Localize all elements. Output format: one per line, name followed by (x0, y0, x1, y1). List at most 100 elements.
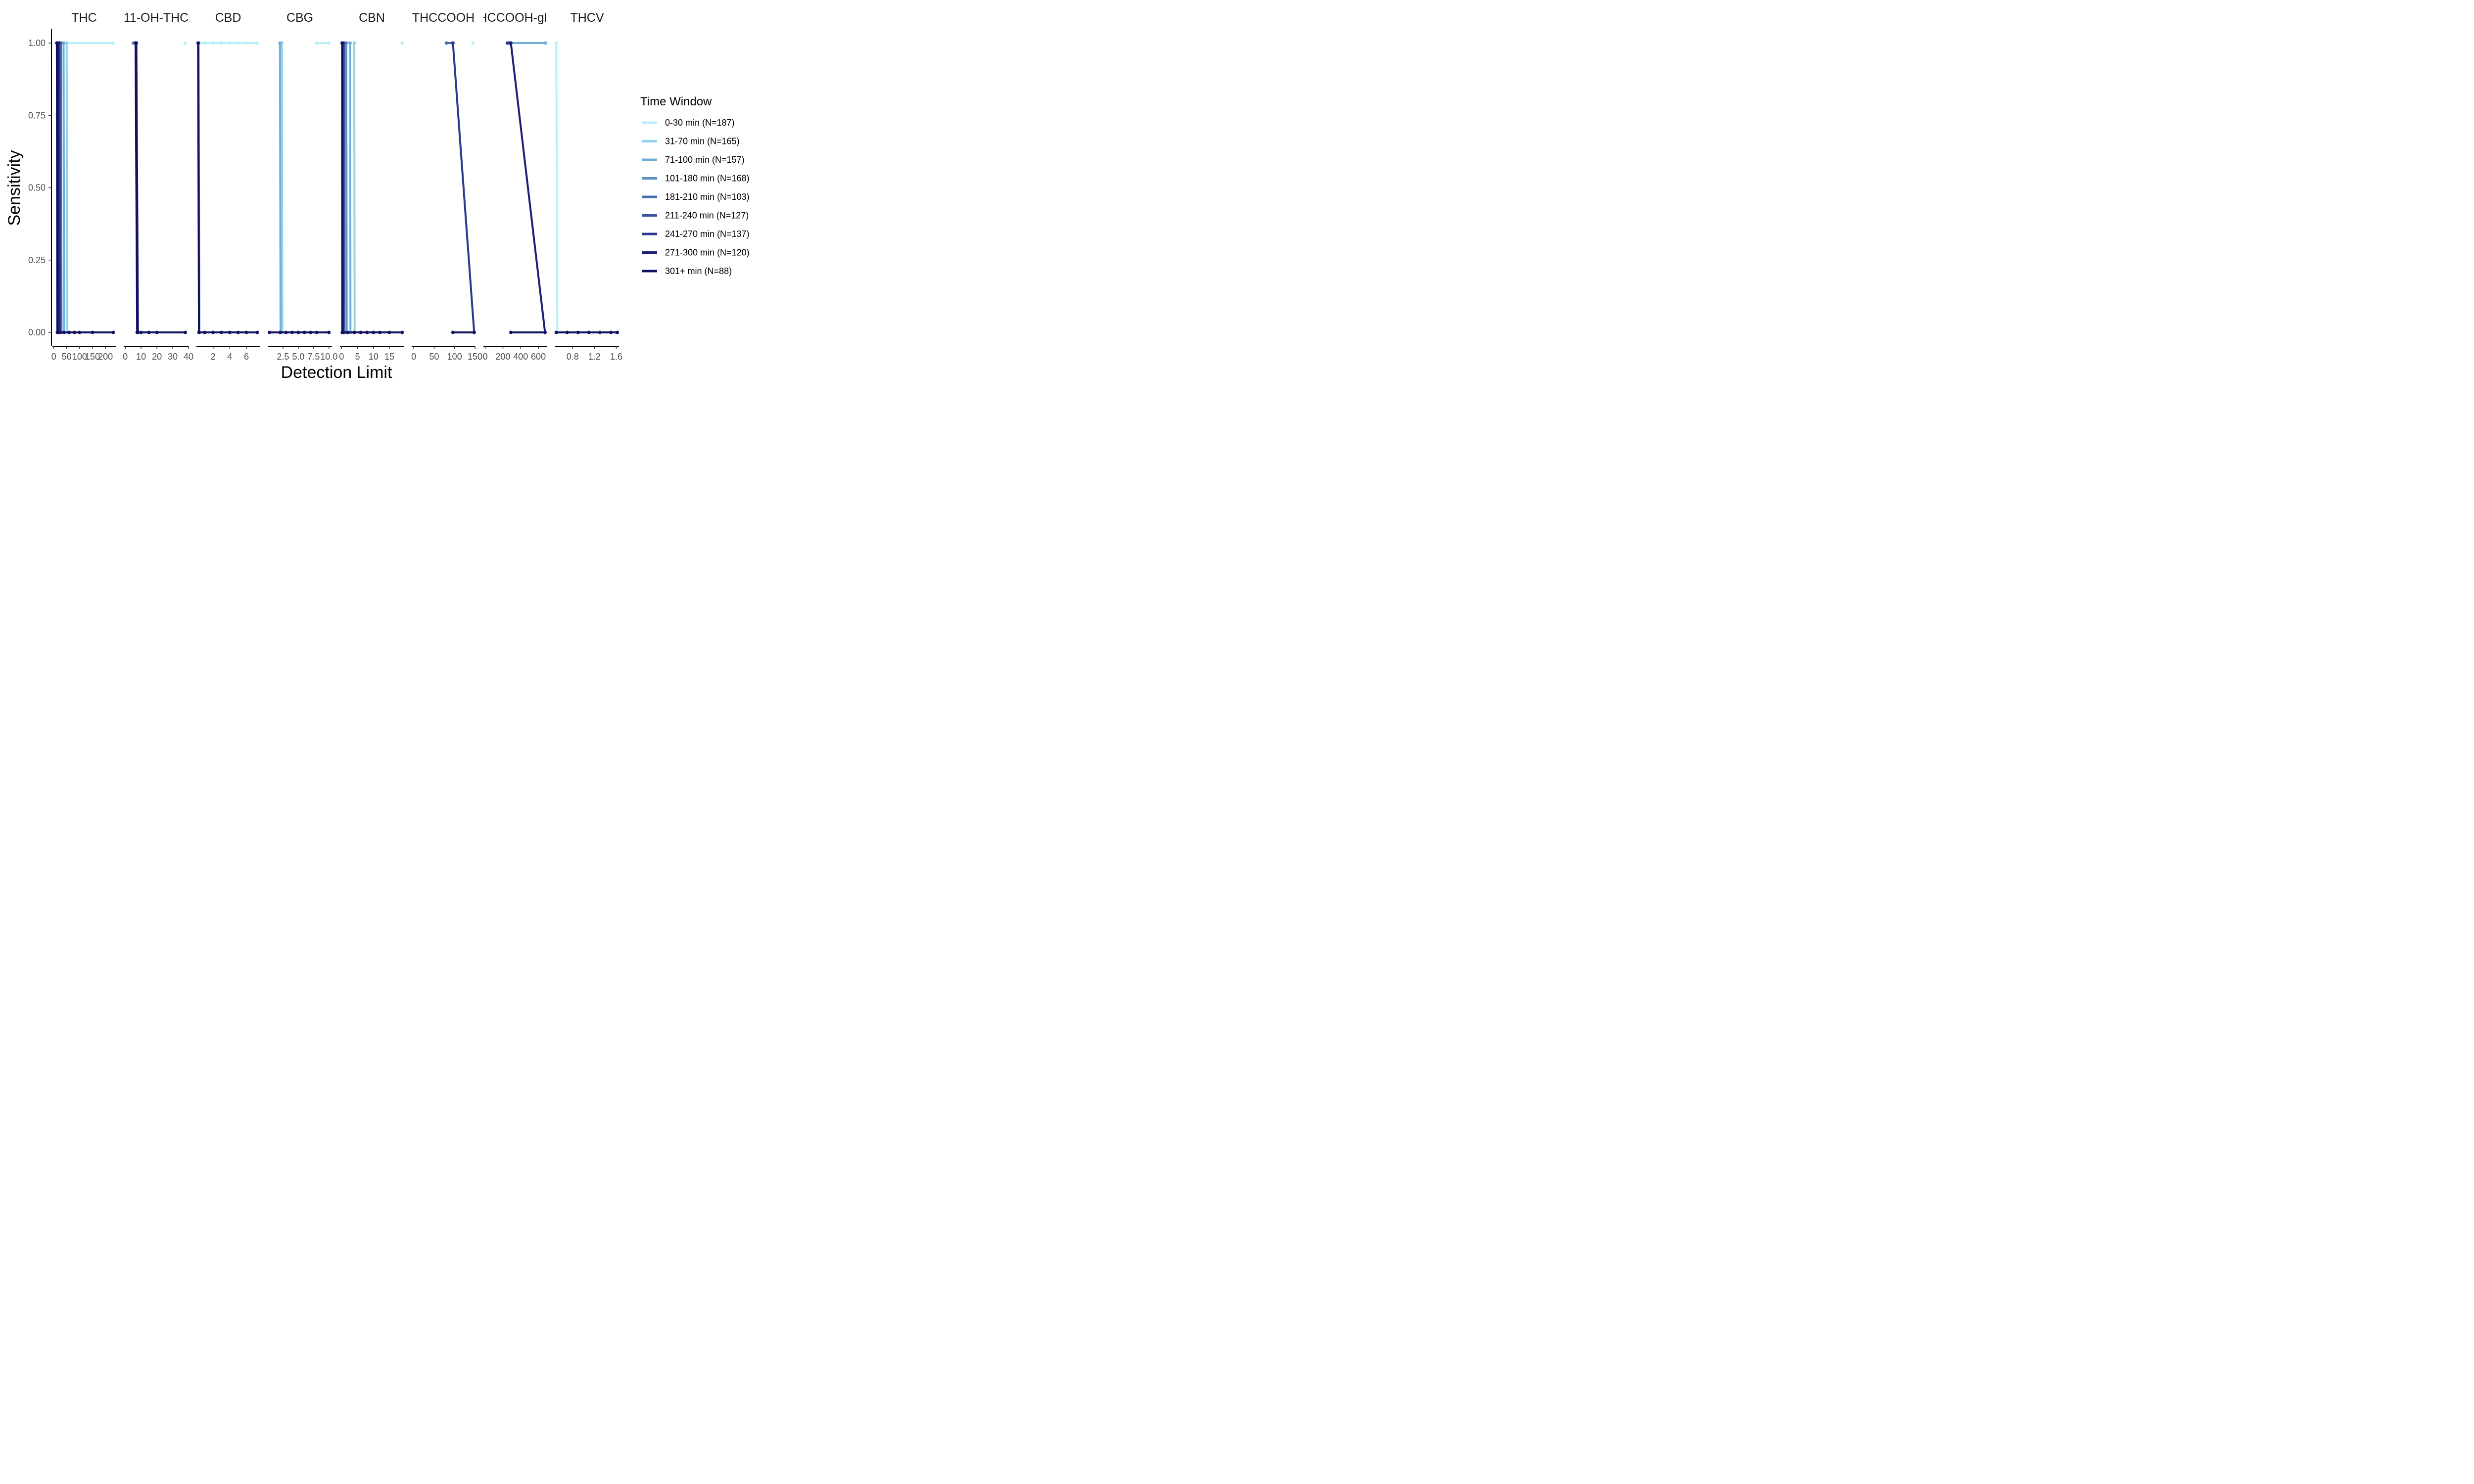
data-point (268, 330, 272, 334)
series-8 (55, 41, 115, 334)
data-point (203, 41, 207, 45)
legend-entry: 211-240 min (N=127) (642, 211, 749, 221)
data-point (296, 330, 300, 334)
x-tick-label: 6 (244, 352, 249, 362)
legend-label: 71-100 min (N=157) (665, 155, 745, 165)
data-point (244, 41, 248, 45)
data-point (290, 330, 294, 334)
panel-cbn: CBN 0 5 10 15 (339, 11, 404, 362)
data-point (228, 41, 232, 45)
legend-label: 181-210 min (N=103) (665, 192, 750, 202)
data-point (211, 41, 215, 45)
data-point (340, 330, 344, 334)
x-tick-label: 15 (384, 352, 394, 362)
series-0 (471, 41, 475, 45)
data-point (67, 330, 71, 334)
strip-title: CBN (359, 11, 385, 25)
y-tick-label: 0.50 (28, 183, 46, 193)
series-8 (134, 41, 188, 334)
data-point (451, 330, 455, 334)
legend-entry: 241-270 min (N=137) (642, 229, 750, 239)
series-6 (451, 41, 476, 334)
data-point (309, 330, 313, 334)
series-line (281, 43, 284, 333)
series-line (353, 43, 356, 333)
panel-cbg: CBG 2.5 5.0 7.5 10.0 (268, 11, 337, 362)
strip-title: THCCOOH-gluc (471, 11, 560, 25)
panel-thcv: THCV 0.8 1.2 1.6 (554, 11, 622, 362)
data-point (378, 330, 382, 334)
data-point (554, 41, 558, 45)
data-point (327, 41, 331, 45)
series-7 (509, 41, 547, 334)
data-point (609, 330, 613, 334)
data-point (400, 41, 404, 45)
data-point (197, 330, 201, 334)
data-point (78, 330, 82, 334)
series-0 (315, 41, 331, 45)
x-tick-label: 0 (123, 352, 128, 362)
data-point (554, 330, 558, 334)
series-0 (400, 41, 404, 45)
legend-title: Time Window (640, 95, 712, 108)
x-tick-label: 30 (168, 352, 178, 362)
strip-title: THCCOOH (412, 11, 475, 25)
series-line (58, 43, 61, 333)
data-point (471, 41, 475, 45)
x-tick-label: 1.2 (588, 352, 601, 362)
data-point (236, 330, 240, 334)
y-tick-label: 0.00 (28, 327, 46, 337)
series-1 (352, 41, 357, 334)
series-line (55, 43, 113, 333)
x-tick-label: 10 (369, 352, 379, 362)
x-tick-label: 200 (495, 352, 510, 362)
legend: Time Window 0-30 min (N=187) 31-70 min (N… (640, 95, 750, 276)
x-tick-label: 600 (531, 352, 546, 362)
data-point (543, 330, 547, 334)
series-2 (508, 41, 547, 45)
y-tick-label: 0.25 (28, 255, 46, 265)
data-point (65, 41, 69, 45)
series-8 (451, 330, 476, 334)
y-axis: 0.00 0.25 0.50 0.75 1.00 (28, 29, 52, 346)
data-point (278, 330, 282, 334)
data-point (352, 330, 356, 334)
data-point (451, 41, 455, 45)
data-point (184, 330, 188, 334)
data-point (400, 330, 404, 334)
x-tick-label: 1.6 (610, 352, 622, 362)
x-axis-title: Detection Limit (281, 363, 392, 382)
series-line (510, 43, 546, 333)
data-point (543, 41, 547, 45)
data-point (134, 41, 138, 45)
data-point (196, 41, 200, 45)
x-tick-label: 0 (51, 352, 56, 362)
x-tick-label: 2 (211, 352, 216, 362)
x-tick-label: 0.8 (567, 352, 579, 362)
data-point (315, 41, 319, 45)
data-point (55, 330, 59, 334)
data-point (135, 330, 139, 334)
strip-title: CBD (215, 11, 241, 25)
series-line (197, 43, 257, 333)
data-point (244, 330, 248, 334)
series-line (345, 43, 348, 333)
panel-cbd: CBD 2 4 6 (196, 11, 260, 362)
legend-entry: 71-100 min (N=157) (642, 155, 745, 165)
x-tick-label: 100 (72, 352, 87, 362)
data-point (72, 330, 76, 334)
data-point (509, 330, 513, 334)
series-line (555, 43, 559, 333)
x-tick-label: 150 (468, 352, 482, 362)
series-8 (196, 41, 259, 334)
series-line (349, 43, 352, 333)
data-point (278, 41, 282, 45)
data-point (55, 41, 59, 45)
data-point (576, 330, 580, 334)
panel-thccooh-gluc: THCCOOH-gluc 0 200 400 600 (471, 11, 560, 362)
x-tick-label: 5.0 (292, 352, 304, 362)
data-point (255, 330, 259, 334)
legend-entry: 271-300 min (N=120) (642, 248, 750, 258)
